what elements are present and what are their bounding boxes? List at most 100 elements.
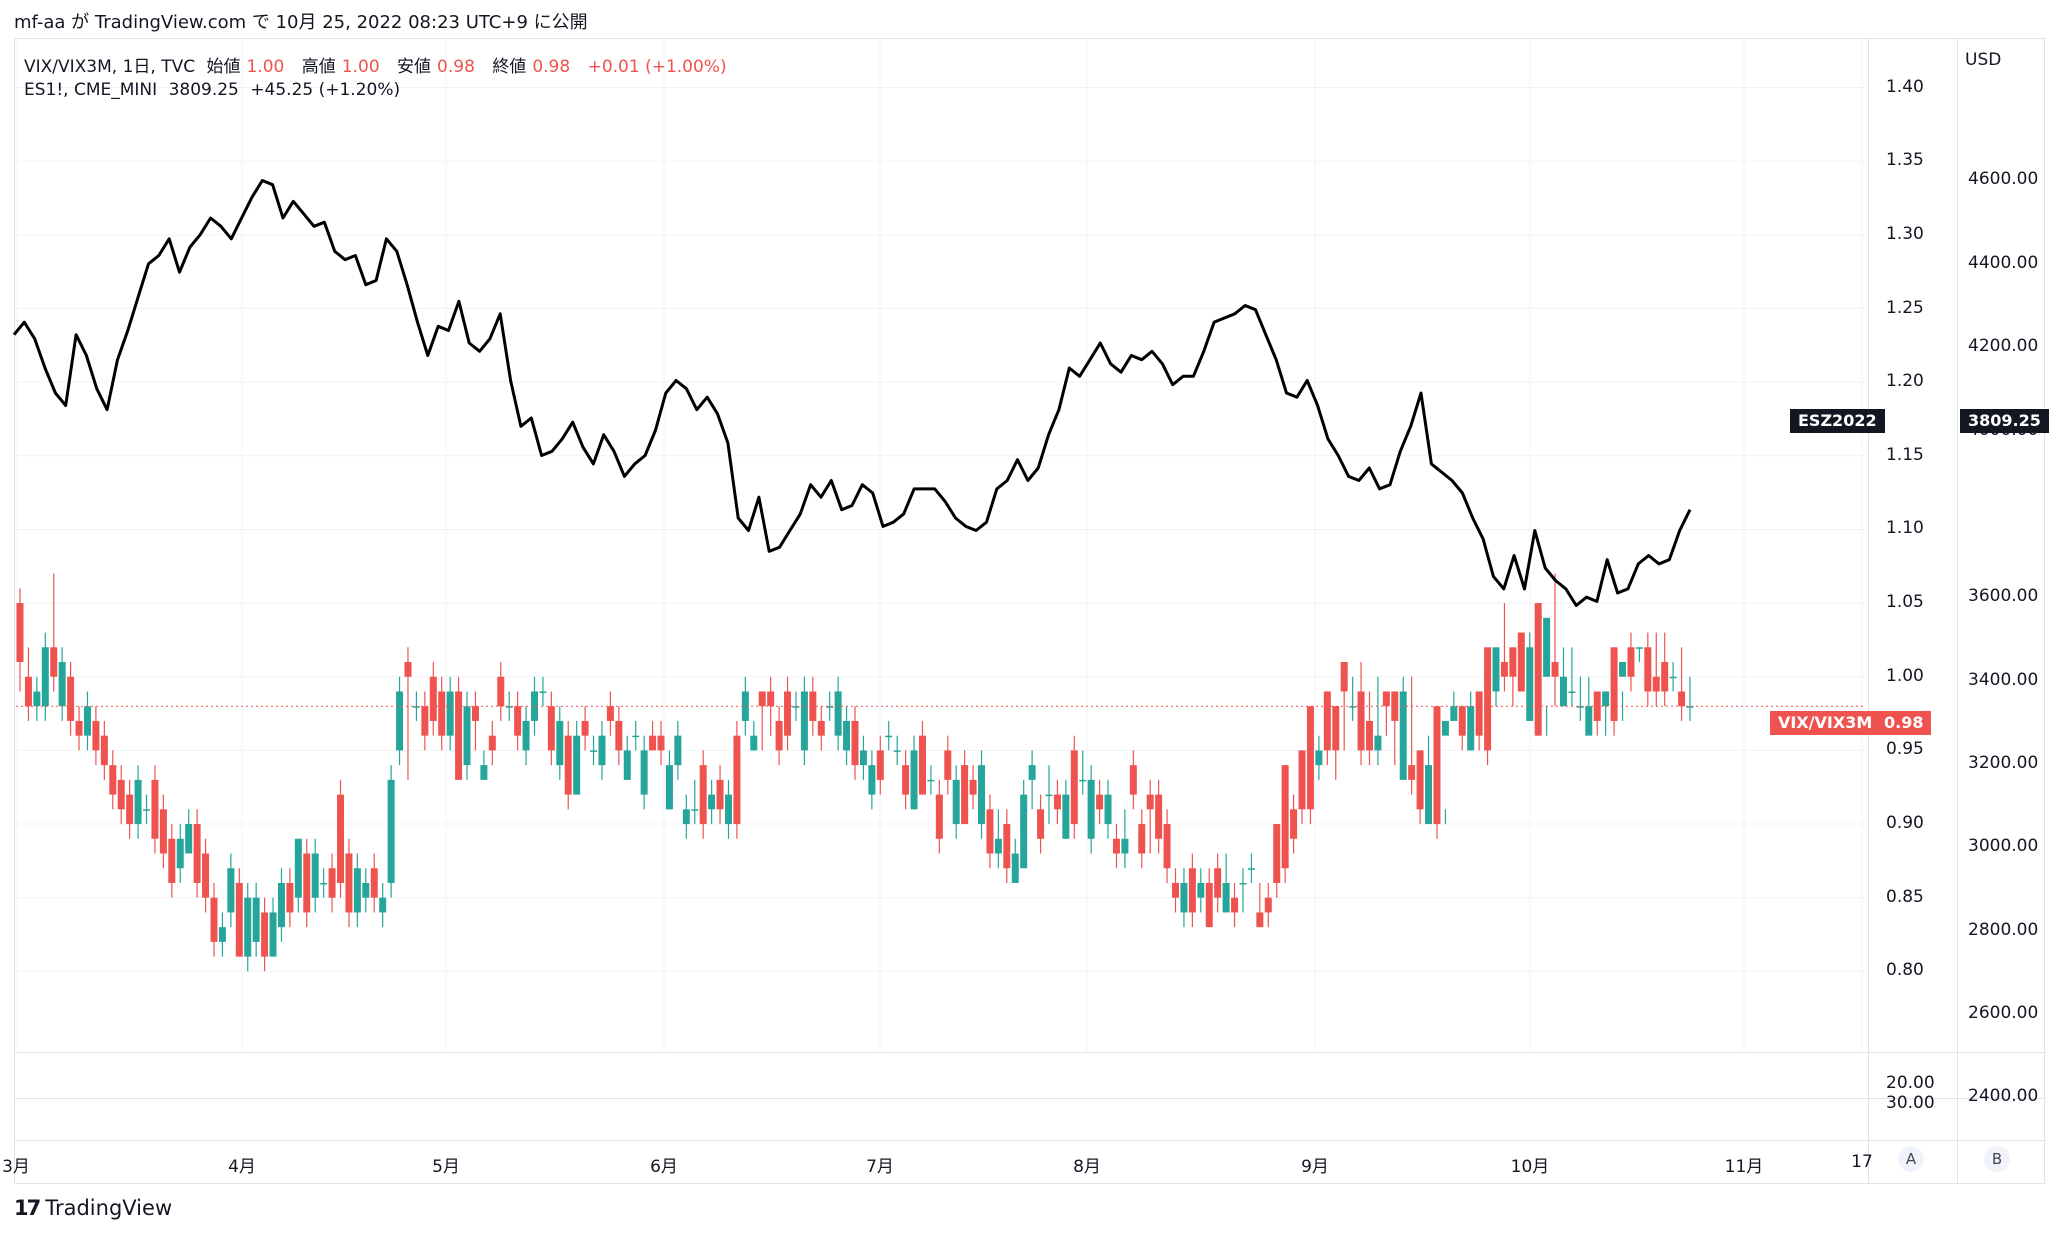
- pane-divider-1[interactable]: [14, 1052, 2045, 1053]
- candle-body: [100, 735, 108, 766]
- candle-body: [1214, 868, 1222, 898]
- candle-body: [1205, 882, 1213, 928]
- candle-body: [303, 853, 311, 913]
- tradingview-brand[interactable]: 17 TradingView: [14, 1196, 172, 1220]
- candle-body: [353, 868, 361, 913]
- candle-body: [168, 838, 176, 883]
- candle-body: [1627, 647, 1635, 677]
- legend-es[interactable]: ES1!, CME_MINI 3809.25 +45.25 (+1.20%): [24, 80, 406, 100]
- time-tick: 4月: [228, 1157, 256, 1177]
- candle-body: [1467, 706, 1475, 751]
- candle-body: [1340, 662, 1348, 692]
- es-series-line: [12, 179, 1692, 607]
- candle-body: [33, 691, 41, 707]
- candle-body: [1070, 750, 1078, 825]
- candle-body: [1323, 691, 1331, 751]
- usd-tick: 4600.00: [1968, 169, 2039, 190]
- candle-body: [387, 779, 395, 883]
- pane-divider-2[interactable]: [14, 1098, 2045, 1099]
- sub-tick-30: 30.00: [1886, 1093, 1935, 1113]
- candle-body: [530, 691, 538, 721]
- candle-body: [944, 750, 952, 780]
- candle-body: [67, 676, 75, 721]
- candle-body: [1053, 794, 1061, 810]
- usd-tick: 3200.00: [1968, 752, 2039, 773]
- candle-body: [159, 809, 167, 854]
- b-button[interactable]: B: [1984, 1146, 2010, 1172]
- candle-body: [1298, 750, 1306, 810]
- candle-body: [1559, 676, 1567, 707]
- candle-body: [1391, 691, 1399, 721]
- candle-body: [885, 735, 893, 738]
- candle-body: [800, 691, 808, 751]
- candle-body: [1306, 706, 1314, 810]
- legend-vix[interactable]: VIX/VIX3M, 1日, TVC 始値 1.00 高値 1.00 安値 0.98 …: [24, 52, 733, 77]
- usd-tick: 2400.00: [1968, 1086, 2039, 1107]
- es-name-tag: ESZ2022: [1790, 409, 1885, 433]
- candle-body: [328, 868, 336, 898]
- candle-body: [1256, 912, 1264, 928]
- candle-body: [75, 720, 83, 736]
- candle-body: [1534, 603, 1542, 736]
- chart-frame[interactable]: [14, 38, 2045, 1184]
- usd-tick: 2600.00: [1968, 1002, 2039, 1023]
- legend-low-label: 安値: [397, 57, 432, 77]
- candle-body: [269, 912, 277, 957]
- ratio-tick: 0.95: [1886, 739, 1924, 760]
- candle-body: [1500, 662, 1508, 677]
- candle-body: [590, 750, 598, 752]
- candle-body: [227, 868, 235, 913]
- ratio-tick: 0.85: [1886, 886, 1924, 907]
- candle-body: [1610, 647, 1618, 721]
- candle-body: [741, 691, 749, 721]
- legend-high-value: 1.00: [341, 57, 380, 77]
- candle-body: [691, 809, 699, 811]
- candle-body: [455, 691, 463, 780]
- legend-low-value: 0.98: [437, 57, 475, 77]
- candle-body: [1188, 868, 1196, 913]
- candle-body: [1129, 765, 1137, 795]
- legend-open: 始値 1.00: [207, 57, 291, 77]
- candle-body: [623, 750, 631, 780]
- candle-body: [859, 750, 867, 766]
- candle-body: [927, 779, 935, 782]
- legend-es-symbol: ES1!, CME_MINI: [24, 80, 158, 100]
- candle-body: [1678, 691, 1686, 707]
- candle-body: [1543, 617, 1551, 677]
- candle-body: [1264, 897, 1272, 913]
- candle-body: [1121, 838, 1129, 854]
- candle-body: [41, 647, 49, 707]
- auto-scale-button[interactable]: A: [1898, 1146, 1924, 1172]
- candle-body: [1408, 765, 1416, 780]
- usd-tick: 3400.00: [1968, 669, 2039, 690]
- candle-body: [682, 809, 690, 825]
- candle-body: [1382, 691, 1390, 707]
- candle-body: [1509, 647, 1517, 677]
- usd-tick: 2800.00: [1968, 919, 2039, 940]
- candle-body: [902, 765, 910, 795]
- time-tick: 11月: [1724, 1157, 1764, 1177]
- candle-body: [421, 706, 429, 736]
- publish-line: mf-aa が TradingView.com で 10月 25, 2022 0…: [14, 12, 588, 33]
- candle-body: [1357, 691, 1365, 751]
- candle-body: [193, 824, 201, 883]
- candle-body: [834, 691, 842, 736]
- candle-body: [1517, 632, 1525, 692]
- candle-body: [1138, 824, 1146, 854]
- candle-body: [210, 897, 218, 942]
- candle-body: [235, 882, 243, 957]
- legend-high-label: 高値: [301, 57, 336, 77]
- time-tick: 8月: [1073, 1157, 1101, 1177]
- legend-high: 高値 1.00: [302, 57, 386, 77]
- candle-body: [969, 779, 977, 795]
- candle-body: [202, 853, 210, 898]
- candle-body: [1003, 824, 1011, 869]
- candle-body: [1652, 676, 1660, 692]
- candle-body: [792, 706, 800, 708]
- time-axis-divider: [14, 1140, 2045, 1141]
- candle-body: [514, 706, 522, 736]
- candle-body: [176, 838, 184, 869]
- ratio-tick: 1.00: [1886, 665, 1924, 686]
- legend-low: 安値 0.98: [397, 57, 481, 77]
